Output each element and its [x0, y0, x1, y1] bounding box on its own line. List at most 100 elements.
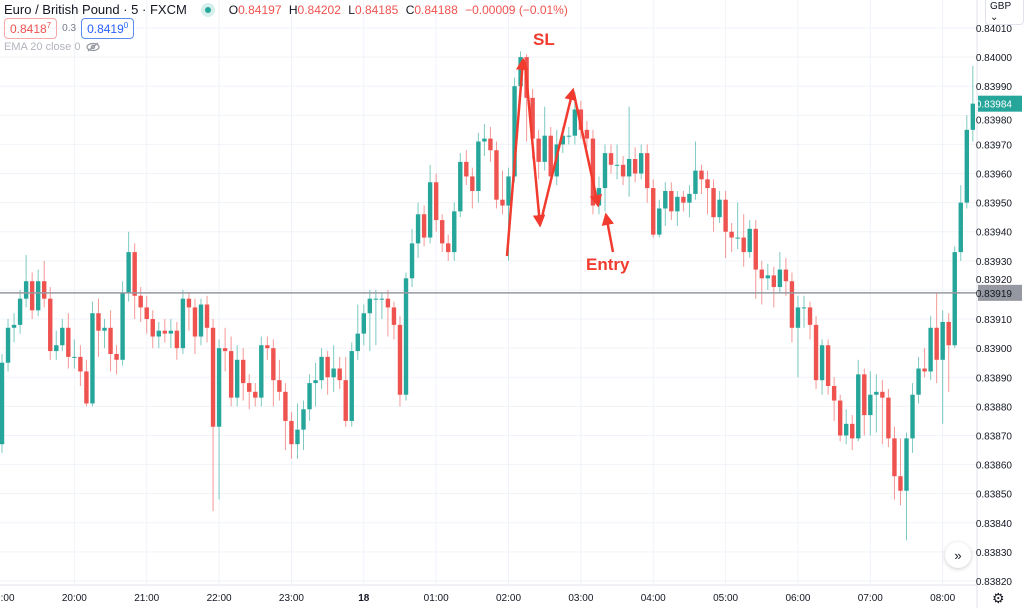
- candle: [108, 310, 113, 372]
- candle: [403, 272, 409, 401]
- candle: [307, 374, 312, 421]
- candle-body: [837, 400, 843, 436]
- candle: [596, 176, 602, 215]
- candle-body: [458, 161, 463, 212]
- buy-price-button[interactable]: 0.84190: [81, 18, 135, 39]
- candle: [228, 336, 234, 407]
- gear-icon[interactable]: ⚙: [992, 590, 1005, 606]
- candle: [500, 170, 505, 215]
- candle: [222, 327, 228, 372]
- candle: [361, 304, 366, 346]
- candle: [337, 356, 342, 389]
- price-tick-label: 0.83890: [976, 373, 1013, 384]
- currency-dropdown[interactable]: GBP ⌄: [985, 0, 1024, 25]
- price-tick-label: 0.83960: [976, 170, 1013, 181]
- double-chevron-right-icon[interactable]: »: [945, 542, 971, 568]
- chart-legend: Euro / British Pound · 5 · FXCM O0.84197…: [4, 2, 572, 17]
- candle: [295, 403, 300, 459]
- candle-body: [886, 397, 891, 439]
- candle-body: [433, 182, 439, 221]
- candle-body: [120, 292, 125, 360]
- candle: [452, 202, 457, 261]
- candle: [783, 257, 789, 296]
- candle: [343, 356, 348, 427]
- candle-body: [964, 129, 969, 203]
- candle-body: [657, 208, 662, 235]
- candle: [542, 106, 547, 171]
- candle: [60, 319, 65, 352]
- candle-body: [90, 313, 95, 404]
- candle-body: [277, 380, 282, 392]
- axes: [0, 0, 978, 608]
- candle: [958, 185, 963, 261]
- candle-body: [391, 307, 397, 325]
- candle-body: [42, 281, 47, 299]
- candle-body: [379, 298, 385, 300]
- candle-body: [216, 348, 222, 427]
- indicator-legend[interactable]: EMA 20 close 0: [4, 41, 101, 53]
- candle-body: [247, 383, 252, 392]
- candle: [705, 170, 710, 215]
- candle: [17, 289, 23, 334]
- candle-body: [741, 237, 746, 253]
- candle-body: [337, 368, 342, 381]
- candle: [78, 345, 83, 386]
- candle-body: [29, 281, 35, 311]
- candle: [247, 374, 252, 410]
- candle-body: [307, 383, 312, 410]
- candle: [132, 243, 137, 320]
- candle-body: [23, 281, 29, 299]
- candle: [259, 336, 264, 407]
- candle-body: [844, 423, 849, 436]
- candle: [23, 255, 29, 308]
- symbol-title[interactable]: Euro / British Pound · 5 · FXCM: [4, 2, 187, 17]
- candle-body: [494, 150, 499, 200]
- candle: [476, 132, 481, 203]
- candle: [355, 304, 360, 360]
- candle: [54, 330, 59, 360]
- candle: [813, 316, 819, 389]
- candle-body: [301, 409, 306, 430]
- candle: [946, 313, 951, 392]
- candle: [862, 368, 867, 436]
- candle: [114, 345, 119, 375]
- eye-off-icon[interactable]: [86, 42, 101, 52]
- candle: [409, 228, 415, 288]
- candle: [795, 295, 801, 378]
- close-value: 0.84188: [414, 2, 458, 17]
- price-tick-label: 0.84000: [976, 53, 1013, 64]
- sell-price-button[interactable]: 0.84187: [4, 18, 58, 39]
- candle-body: [210, 327, 216, 427]
- candle-body: [892, 438, 897, 477]
- candle: [367, 289, 373, 352]
- candle-body: [319, 356, 324, 381]
- candle-body: [313, 380, 318, 384]
- open-value: 0.84197: [238, 2, 282, 17]
- candle: [602, 144, 608, 212]
- candle-body: [464, 161, 469, 177]
- candle: [801, 295, 807, 328]
- candle: [880, 380, 885, 445]
- price-tick-label: 0.83950: [976, 199, 1013, 210]
- price-tick-label: 0.83920: [976, 275, 1013, 286]
- candle-body: [783, 269, 789, 282]
- candle-body: [476, 141, 481, 191]
- candle-body: [687, 193, 692, 203]
- price-tick-label: 0.84010: [976, 24, 1013, 35]
- candle-body: [427, 182, 433, 238]
- candle: [741, 214, 746, 267]
- candle-body: [349, 351, 354, 421]
- candle: [156, 321, 161, 349]
- candle: [319, 348, 324, 389]
- candle: [241, 348, 246, 401]
- price-tick-label: 0.83930: [976, 257, 1013, 268]
- candle-body: [180, 298, 186, 349]
- candle-body: [934, 327, 939, 360]
- candle: [669, 182, 674, 221]
- candle-body: [645, 153, 650, 189]
- candle: [271, 339, 276, 407]
- price-tick-label: 0.83830: [976, 548, 1013, 559]
- candle-body: [35, 281, 41, 311]
- candle: [198, 298, 204, 346]
